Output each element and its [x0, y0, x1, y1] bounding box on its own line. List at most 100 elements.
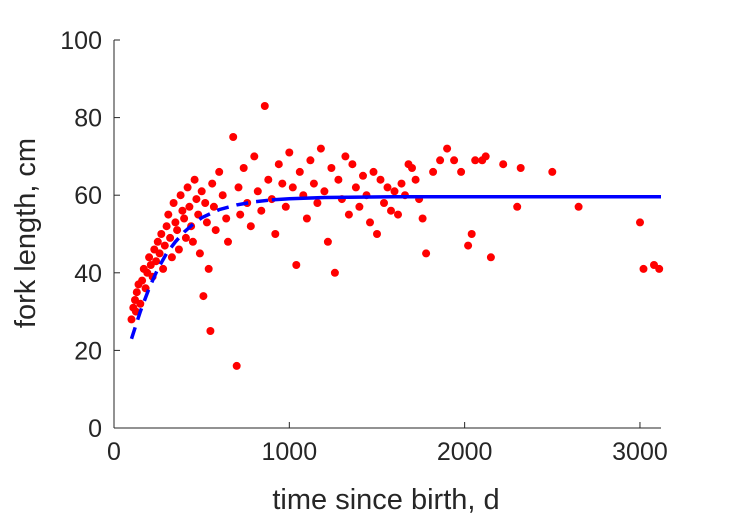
data-point	[162, 222, 171, 231]
x-tick-label: 3000	[612, 438, 668, 466]
data-point	[334, 175, 343, 184]
data-point	[173, 226, 182, 235]
data-point	[467, 230, 476, 238]
x-tick-label: 2000	[437, 438, 493, 466]
data-point	[253, 187, 262, 196]
y-tick-label: 60	[74, 182, 102, 210]
data-point	[257, 206, 266, 215]
data-point	[355, 202, 364, 211]
data-point	[190, 175, 199, 184]
data-point	[185, 202, 194, 211]
data-point	[236, 210, 245, 219]
data-point	[548, 167, 557, 176]
data-point	[292, 261, 301, 269]
data-point	[359, 171, 367, 180]
data-point	[418, 214, 427, 223]
data-point	[181, 233, 190, 242]
data-point	[215, 167, 224, 176]
data-point	[183, 183, 192, 192]
data-point	[155, 249, 164, 258]
data-point	[224, 237, 232, 246]
data-point	[222, 214, 231, 223]
data-point	[443, 144, 452, 153]
data-point	[176, 191, 185, 200]
data-point	[136, 299, 145, 308]
x-tick-label: 1000	[262, 438, 318, 466]
data-point	[278, 179, 287, 188]
data-point	[206, 327, 215, 335]
data-point	[639, 264, 648, 273]
data-point	[369, 167, 378, 176]
data-point	[574, 202, 583, 211]
data-point	[397, 179, 406, 188]
data-point	[422, 249, 431, 258]
data-point	[636, 218, 644, 227]
data-point	[306, 156, 315, 165]
y-tick-label: 40	[74, 260, 102, 288]
data-point	[302, 214, 311, 223]
data-point	[164, 210, 173, 219]
y-tick-label: 0	[88, 415, 102, 443]
y-tick-label: 100	[60, 27, 102, 55]
data-point	[157, 230, 166, 238]
data-point	[655, 264, 664, 273]
x-axis-title: time since birth, d	[272, 484, 499, 516]
data-point	[330, 268, 339, 277]
data-point	[464, 241, 473, 250]
data-point	[486, 253, 495, 262]
data-point	[250, 152, 259, 161]
y-axis-title: fork length, cm	[10, 138, 42, 328]
data-point	[390, 187, 399, 196]
data-point	[239, 164, 248, 172]
data-point	[373, 230, 381, 238]
data-point	[383, 183, 392, 192]
data-point	[295, 167, 304, 176]
data-point	[145, 253, 154, 262]
data-point	[457, 167, 466, 176]
data-point	[127, 315, 136, 324]
data-point	[246, 222, 255, 231]
data-point	[320, 187, 329, 196]
data-point	[436, 156, 445, 165]
data-point	[288, 183, 297, 192]
y-tick-label: 80	[74, 105, 102, 133]
data-point	[516, 164, 525, 172]
data-point	[344, 210, 353, 219]
data-point	[316, 144, 325, 153]
data-point	[171, 218, 180, 227]
data-point	[204, 264, 213, 273]
data-point	[192, 195, 201, 204]
data-point	[166, 233, 175, 242]
axes: 0 1000 2000 3000 0 20 40 60 80 100	[60, 27, 667, 466]
data-point	[234, 183, 243, 192]
data-point	[202, 218, 211, 227]
data-point	[429, 167, 438, 176]
data-point	[271, 230, 280, 238]
data-point	[394, 210, 402, 219]
data-point	[232, 361, 241, 370]
data-point	[208, 179, 217, 188]
data-point	[471, 156, 480, 165]
data-point	[274, 160, 283, 169]
fit-curve-plateau	[271, 195, 661, 202]
data-point	[188, 237, 197, 246]
data-point	[499, 160, 508, 169]
data-point	[285, 148, 294, 157]
data-point	[211, 226, 220, 235]
data-point	[152, 257, 161, 266]
data-point	[387, 206, 395, 215]
data-point	[132, 288, 141, 297]
data-point	[178, 206, 187, 215]
data-point	[309, 179, 318, 188]
data-point	[180, 214, 189, 223]
data-point	[327, 164, 336, 172]
data-point	[229, 133, 238, 141]
plot-area	[127, 102, 664, 370]
data-point	[366, 218, 374, 227]
data-point	[167, 253, 176, 262]
data-point	[408, 164, 416, 172]
data-point	[199, 292, 208, 301]
data-point	[153, 237, 162, 246]
data-point	[513, 202, 522, 211]
